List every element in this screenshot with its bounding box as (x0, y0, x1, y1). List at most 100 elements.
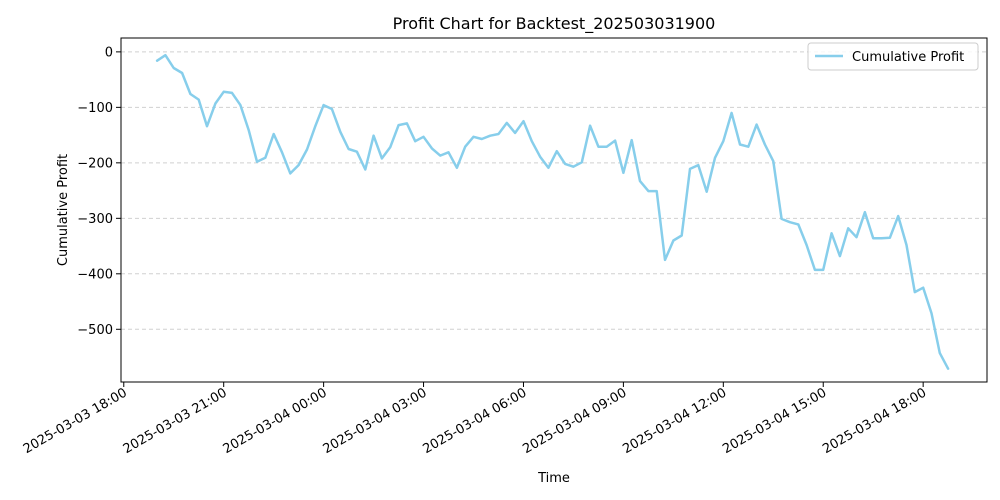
data-point (214, 102, 216, 105)
data-point (264, 157, 266, 159)
data-point (447, 151, 450, 153)
data-point (681, 234, 683, 237)
data-point (564, 163, 566, 165)
data-point (248, 129, 250, 131)
x-tick-label: 2025-03-04 09:00 (520, 385, 629, 457)
x-tick-label: 2025-03-04 15:00 (720, 385, 829, 457)
data-point (181, 72, 183, 74)
data-point (747, 146, 749, 148)
data-point (764, 143, 766, 146)
data-point (756, 124, 758, 126)
data-point (556, 150, 558, 152)
data-point (389, 146, 391, 148)
y-gridlines (121, 51, 987, 330)
data-point (464, 146, 466, 148)
data-point (664, 259, 666, 261)
y-axis-ticks: 0 −100 −200 −300 −400 −500 (77, 45, 121, 338)
data-point (656, 190, 658, 192)
legend-box (807, 42, 979, 71)
data-point (356, 151, 358, 153)
y-tick-label: −400 (77, 267, 113, 282)
data-point (822, 269, 824, 271)
data-point (531, 140, 533, 142)
data-point (314, 125, 316, 127)
x-tick-label: 2025-03-04 06:00 (421, 385, 530, 457)
data-point (497, 133, 500, 135)
data-point (889, 237, 891, 239)
x-tick-label: 2025-03-03 21:00 (121, 385, 230, 457)
data-point (298, 164, 300, 166)
data-point (198, 99, 200, 101)
data-point (331, 108, 333, 110)
data-point (714, 157, 716, 159)
data-point (897, 215, 899, 217)
data-point (831, 232, 833, 234)
data-point (506, 122, 508, 124)
data-point (622, 172, 625, 174)
data-point (789, 221, 791, 223)
data-point (872, 237, 874, 239)
data-point (481, 138, 483, 140)
data-point (439, 155, 441, 157)
y-tick-label: −100 (77, 101, 113, 116)
data-point (597, 146, 600, 148)
data-point (456, 167, 458, 169)
data-point (814, 269, 816, 271)
data-point (672, 239, 675, 242)
x-tick-label: 2025-03-04 18:00 (820, 385, 929, 457)
y-axis-label: Cumulative Profit (56, 154, 71, 266)
data-point (806, 244, 808, 246)
data-point (406, 122, 408, 124)
legend-label: Cumulative Profit (852, 50, 964, 65)
x-tick-label: 2025-03-03 18:00 (21, 385, 130, 457)
data-point (855, 236, 858, 238)
data-point (797, 223, 799, 225)
data-point (781, 218, 783, 220)
data-point (173, 67, 175, 69)
data-point (156, 60, 158, 62)
data-point (689, 168, 691, 170)
data-point (323, 104, 325, 106)
plot-frame (120, 37, 988, 383)
data-point (223, 91, 225, 93)
data-point (373, 135, 375, 137)
data-point (256, 161, 258, 163)
data-point (914, 291, 916, 293)
data-point (631, 139, 633, 141)
data-point (514, 132, 516, 134)
data-point (614, 140, 616, 142)
data-point (547, 167, 550, 169)
data-point (414, 140, 416, 142)
data-point (431, 147, 433, 149)
data-point (922, 287, 924, 289)
data-point (472, 136, 475, 138)
data-point (422, 136, 425, 138)
data-point (581, 161, 583, 163)
data-point (930, 312, 933, 314)
data-point (947, 368, 949, 370)
legend: Cumulative Profit (807, 42, 979, 71)
data-point (731, 112, 733, 114)
y-tick-label: −500 (77, 323, 113, 338)
chart-title: Profit Chart for Backtest_202503031900 (393, 14, 716, 34)
data-point (489, 135, 491, 137)
data-point (647, 190, 650, 192)
series-layer (155, 53, 950, 370)
data-point (381, 157, 383, 159)
y-tick-label: −200 (77, 156, 113, 171)
data-point (572, 166, 575, 168)
series-line-cumulative-profit (155, 53, 950, 370)
data-point (206, 125, 208, 127)
data-point (847, 227, 849, 229)
data-point (739, 143, 741, 146)
data-point (722, 140, 724, 142)
data-point (697, 164, 699, 166)
data-point (306, 148, 308, 151)
data-point (522, 120, 525, 122)
y-tick-label: −300 (77, 212, 113, 227)
data-point (189, 93, 191, 95)
data-point (339, 131, 341, 133)
